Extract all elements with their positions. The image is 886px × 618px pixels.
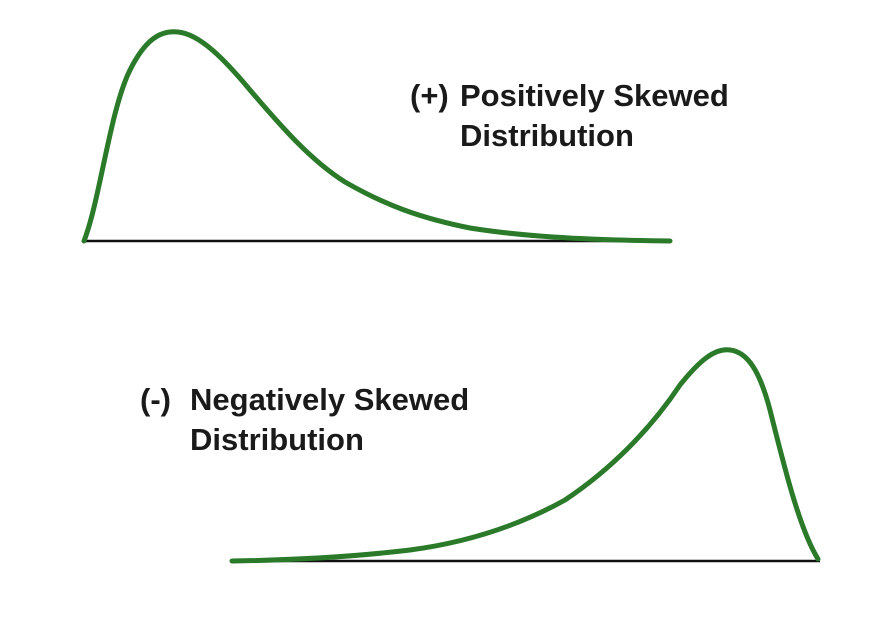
positive-label-line2: Distribution bbox=[460, 118, 634, 153]
negative-skew-curve bbox=[229, 347, 821, 564]
positive-skew-curve bbox=[81, 29, 673, 244]
positive-label-line1: Positively Skewed bbox=[460, 78, 729, 113]
positive-sign: (+) bbox=[410, 78, 449, 113]
negative-label-line1: Negatively Skewed bbox=[190, 382, 470, 417]
negative-sign: (-) bbox=[140, 382, 171, 417]
negative-label-line2: Distribution bbox=[190, 422, 364, 457]
negative-skew-label: (-) Negatively Skewed Distribution bbox=[140, 380, 469, 460]
positive-skew-label: (+) Positively Skewed Distribution bbox=[410, 76, 729, 156]
